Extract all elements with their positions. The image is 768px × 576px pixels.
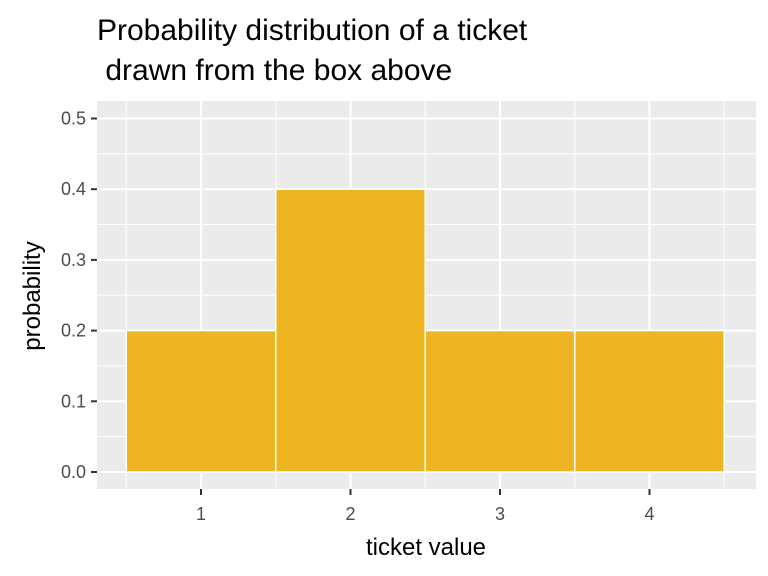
x-tick-label: 3 <box>495 504 505 524</box>
chart-title-line-2: drawn from the box above <box>97 54 452 87</box>
y-tick-label: 0.4 <box>61 179 86 199</box>
y-tick-label: 0.1 <box>61 391 86 411</box>
y-tick-label: 0.0 <box>61 462 86 482</box>
bar-3 <box>424 329 576 473</box>
bars <box>125 188 725 473</box>
y-tick-label: 0.3 <box>61 250 86 270</box>
x-axis-title: ticket value <box>366 534 486 561</box>
bar-2 <box>275 188 426 473</box>
x-axis-ticks: 1 2 3 4 <box>196 489 655 524</box>
chart-title-line-1: Probability distribution of a ticket <box>97 14 528 47</box>
y-axis-title: probability <box>19 241 46 350</box>
y-axis-ticks: 0.0 0.1 0.2 0.3 0.4 0.5 <box>61 109 97 482</box>
x-tick-label: 2 <box>345 504 355 524</box>
y-tick-label: 0.5 <box>61 109 86 129</box>
y-tick-label: 0.2 <box>61 321 86 341</box>
bar-4 <box>574 329 725 473</box>
bar-1 <box>125 329 277 473</box>
x-tick-label: 4 <box>644 504 654 524</box>
x-tick-label: 1 <box>196 504 206 524</box>
